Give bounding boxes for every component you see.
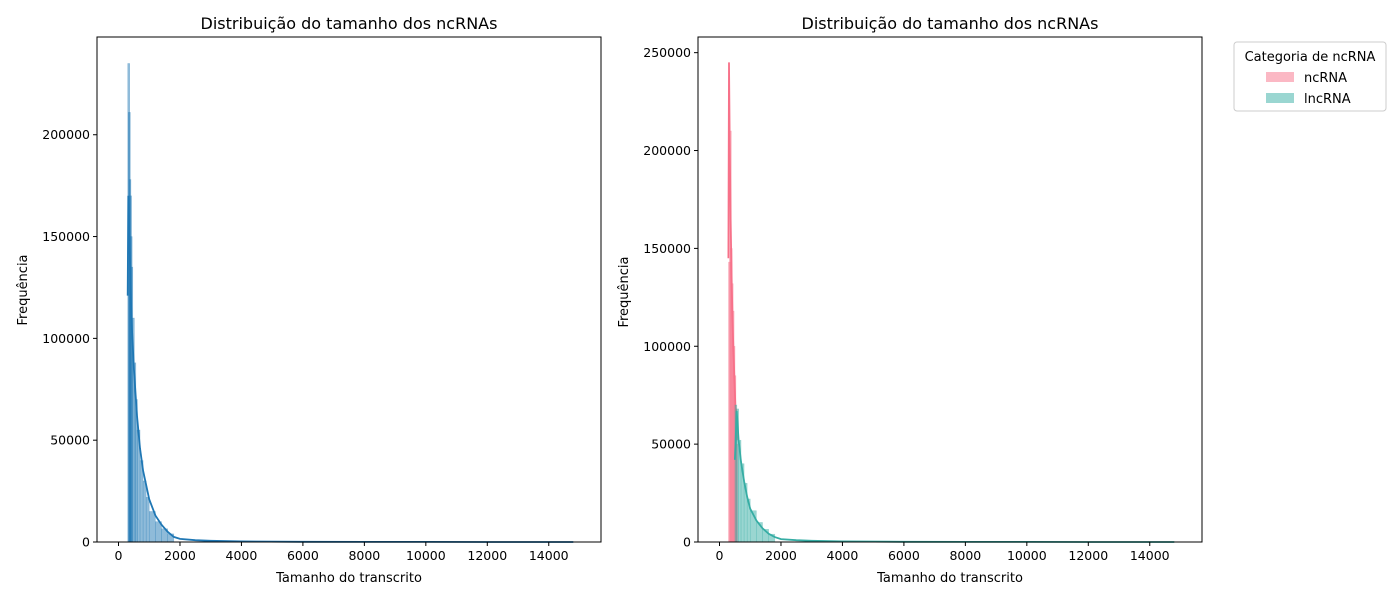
x-tick-label: 10000 xyxy=(406,548,446,563)
x-tick-label: 14000 xyxy=(1130,548,1170,563)
y-tick-label: 150000 xyxy=(42,229,90,244)
y-tick-label: 100000 xyxy=(42,331,90,346)
y-tick-label: 100000 xyxy=(643,339,691,354)
chart-right-plot-area xyxy=(697,36,1203,543)
x-tick-label: 0 xyxy=(716,548,724,563)
x-tick-label: 12000 xyxy=(467,548,507,563)
x-tick-label: 0 xyxy=(115,548,123,563)
x-tick-label: 10000 xyxy=(1007,548,1047,563)
y-tick-label: 150000 xyxy=(643,241,691,256)
chart-left: Distribuição do tamanho dos ncRNAs 0 2000… xyxy=(16,14,602,586)
axes-frame xyxy=(697,36,1203,543)
x-tick-label: 4000 xyxy=(827,548,859,563)
legend: Categoria de ncRNA ncRNA lncRNA xyxy=(1233,41,1387,112)
x-tick-label: 6000 xyxy=(287,548,319,563)
kde-line-lncrna xyxy=(734,410,1175,543)
chart-left-y-axis: 0 50000 100000 150000 200000 xyxy=(42,127,97,550)
chart-right-x-axis: 0 2000 4000 6000 8000 10000 12000 14000 xyxy=(716,542,1170,563)
chart-left-x-axis: 0 2000 4000 6000 8000 10000 12000 14000 xyxy=(115,542,569,563)
y-tick-label: 0 xyxy=(82,535,90,550)
chart-right-x-label: Tamanho do transcrito xyxy=(876,571,1023,586)
histogram-bar xyxy=(142,480,147,543)
x-tick-label: 8000 xyxy=(949,548,981,563)
kde-line xyxy=(126,195,574,543)
chart-left-x-label: Tamanho do transcrito xyxy=(275,571,422,586)
chart-right-title: Distribuição do tamanho dos ncRNAs xyxy=(802,14,1099,33)
y-tick-label: 200000 xyxy=(42,127,90,142)
legend-label-ncrna: ncRNA xyxy=(1304,71,1347,86)
y-tick-label: 0 xyxy=(683,535,691,550)
chart-right: Distribuição do tamanho dos ncRNAs 0 2000… xyxy=(617,14,1203,586)
x-tick-label: 4000 xyxy=(226,548,258,563)
legend-label-lncrna: lncRNA xyxy=(1304,92,1351,107)
chart-right-y-axis: 0 50000 100000 150000 200000 250000 xyxy=(643,45,698,550)
y-tick-label: 50000 xyxy=(651,437,691,452)
chart-left-plot-area xyxy=(96,36,602,543)
x-tick-label: 8000 xyxy=(348,548,380,563)
axes-frame xyxy=(96,36,602,543)
y-tick-label: 50000 xyxy=(50,433,90,448)
kde-line-ncrna xyxy=(727,62,738,441)
x-tick-label: 14000 xyxy=(529,548,569,563)
histogram-bar xyxy=(148,511,156,543)
legend-swatch-lncrna xyxy=(1266,93,1294,103)
chart-left-y-label: Frequência xyxy=(16,254,31,325)
chart-right-y-label: Frequência xyxy=(617,256,632,327)
x-tick-label: 2000 xyxy=(765,548,797,563)
y-tick-label: 250000 xyxy=(643,45,691,60)
histogram-bar xyxy=(145,496,150,543)
legend-swatch-ncrna xyxy=(1266,72,1294,82)
legend-title: Categoria de ncRNA xyxy=(1245,50,1376,65)
chart-left-title: Distribuição do tamanho dos ncRNAs xyxy=(201,14,498,33)
x-tick-label: 12000 xyxy=(1068,548,1108,563)
x-tick-label: 2000 xyxy=(164,548,196,563)
x-tick-label: 6000 xyxy=(888,548,920,563)
y-tick-label: 200000 xyxy=(643,143,691,158)
